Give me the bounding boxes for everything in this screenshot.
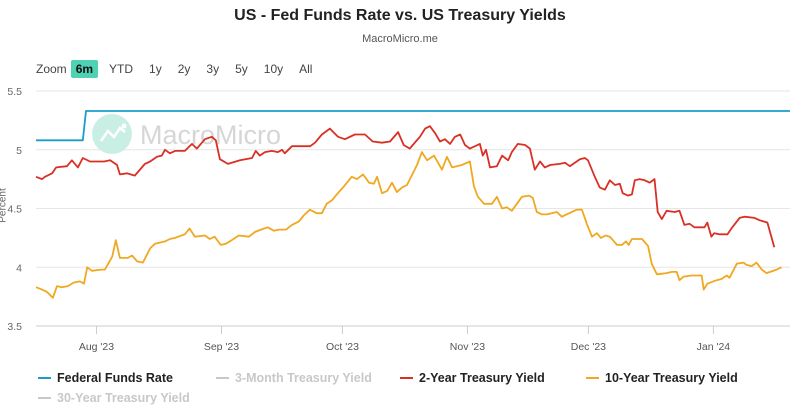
legend-label: 10-Year Treasury Yield — [605, 371, 738, 385]
y-tick-label: 5 — [16, 145, 22, 157]
series-line-10-year-treasury-yield[interactable] — [35, 151, 782, 299]
legend-item-30-year-treasury-yield[interactable]: 30-Year Treasury Yield — [38, 391, 190, 405]
legend-swatch-federal-funds-rate — [38, 377, 51, 379]
legend-item-3-month-treasury-yield[interactable]: 3-Month Treasury Yield — [216, 371, 372, 385]
y-axis-tick-labels: 3.5 4 4.5 5 5.5 — [7, 86, 22, 333]
x-tick-label: Sep '23 — [204, 341, 239, 353]
legend-label: 30-Year Treasury Yield — [57, 391, 190, 405]
range-selector: Zoom 6m YTD 1y 2y 3y 5y 10y All — [36, 60, 323, 78]
zoom-button-ytd[interactable]: YTD — [109, 62, 134, 76]
series-line-2-year-treasury-yield[interactable] — [35, 125, 776, 248]
zoom-button-3y[interactable]: 3y — [206, 62, 220, 76]
legend-item-10-year-treasury-yield[interactable]: 10-Year Treasury Yield — [586, 371, 738, 385]
x-tick-label: Oct '23 — [326, 341, 359, 353]
y-tick-label: 5.5 — [7, 86, 22, 98]
y-tick-label: 3.5 — [7, 321, 22, 333]
legend-swatch-2-year-treasury-yield — [400, 377, 413, 379]
legend-swatch-3-month-treasury-yield — [216, 377, 229, 379]
series-line-federal-funds-rate[interactable] — [36, 110, 790, 142]
x-tick-label: Dec '23 — [571, 341, 606, 353]
watermark-logo-chart-glyph — [99, 126, 126, 142]
y-tick-label: 4.5 — [7, 204, 22, 216]
legend-swatch-30-year-treasury-yield — [38, 397, 51, 399]
zoom-button-10y[interactable]: 10y — [263, 62, 284, 76]
zoom-button-all[interactable]: All — [299, 62, 313, 76]
x-tick-label: Jan '24 — [697, 341, 731, 353]
zoom-button-2y[interactable]: 2y — [177, 62, 191, 76]
x-tick-label: Aug '23 — [79, 341, 114, 353]
chart-subtitle: MacroMicro.me — [362, 33, 438, 45]
legend-item-federal-funds-rate[interactable]: Federal Funds Rate — [38, 371, 173, 385]
watermark-logo-dot — [121, 123, 127, 129]
watermark: MacroMicro — [92, 114, 281, 154]
series-lines — [35, 110, 790, 299]
y-tick-label: 4 — [16, 262, 22, 274]
legend-label: 2-Year Treasury Yield — [419, 371, 545, 385]
legend-swatch-10-year-treasury-yield — [586, 377, 599, 379]
legend-item-2-year-treasury-yield[interactable]: 2-Year Treasury Yield — [400, 371, 545, 385]
watermark-text: MacroMicro — [140, 120, 281, 150]
zoom-label: Zoom — [36, 62, 67, 76]
legend-label: 3-Month Treasury Yield — [235, 371, 372, 385]
zoom-button-1y[interactable]: 1y — [149, 62, 162, 76]
zoom-button-5y[interactable]: 5y — [235, 62, 248, 76]
legend-label: Federal Funds Rate — [57, 371, 173, 385]
x-tick-label: Nov '23 — [450, 341, 485, 353]
zoom-button-6m[interactable]: 6m — [70, 60, 99, 78]
x-axis-ticks: Aug '23 Sep '23 Oct '23 Nov '23 Dec '23 Jan '… — [79, 326, 730, 353]
chart-title: US - Fed Funds Rate vs. US Treasury Yiel… — [234, 7, 566, 24]
grid-lines — [36, 90, 790, 327]
